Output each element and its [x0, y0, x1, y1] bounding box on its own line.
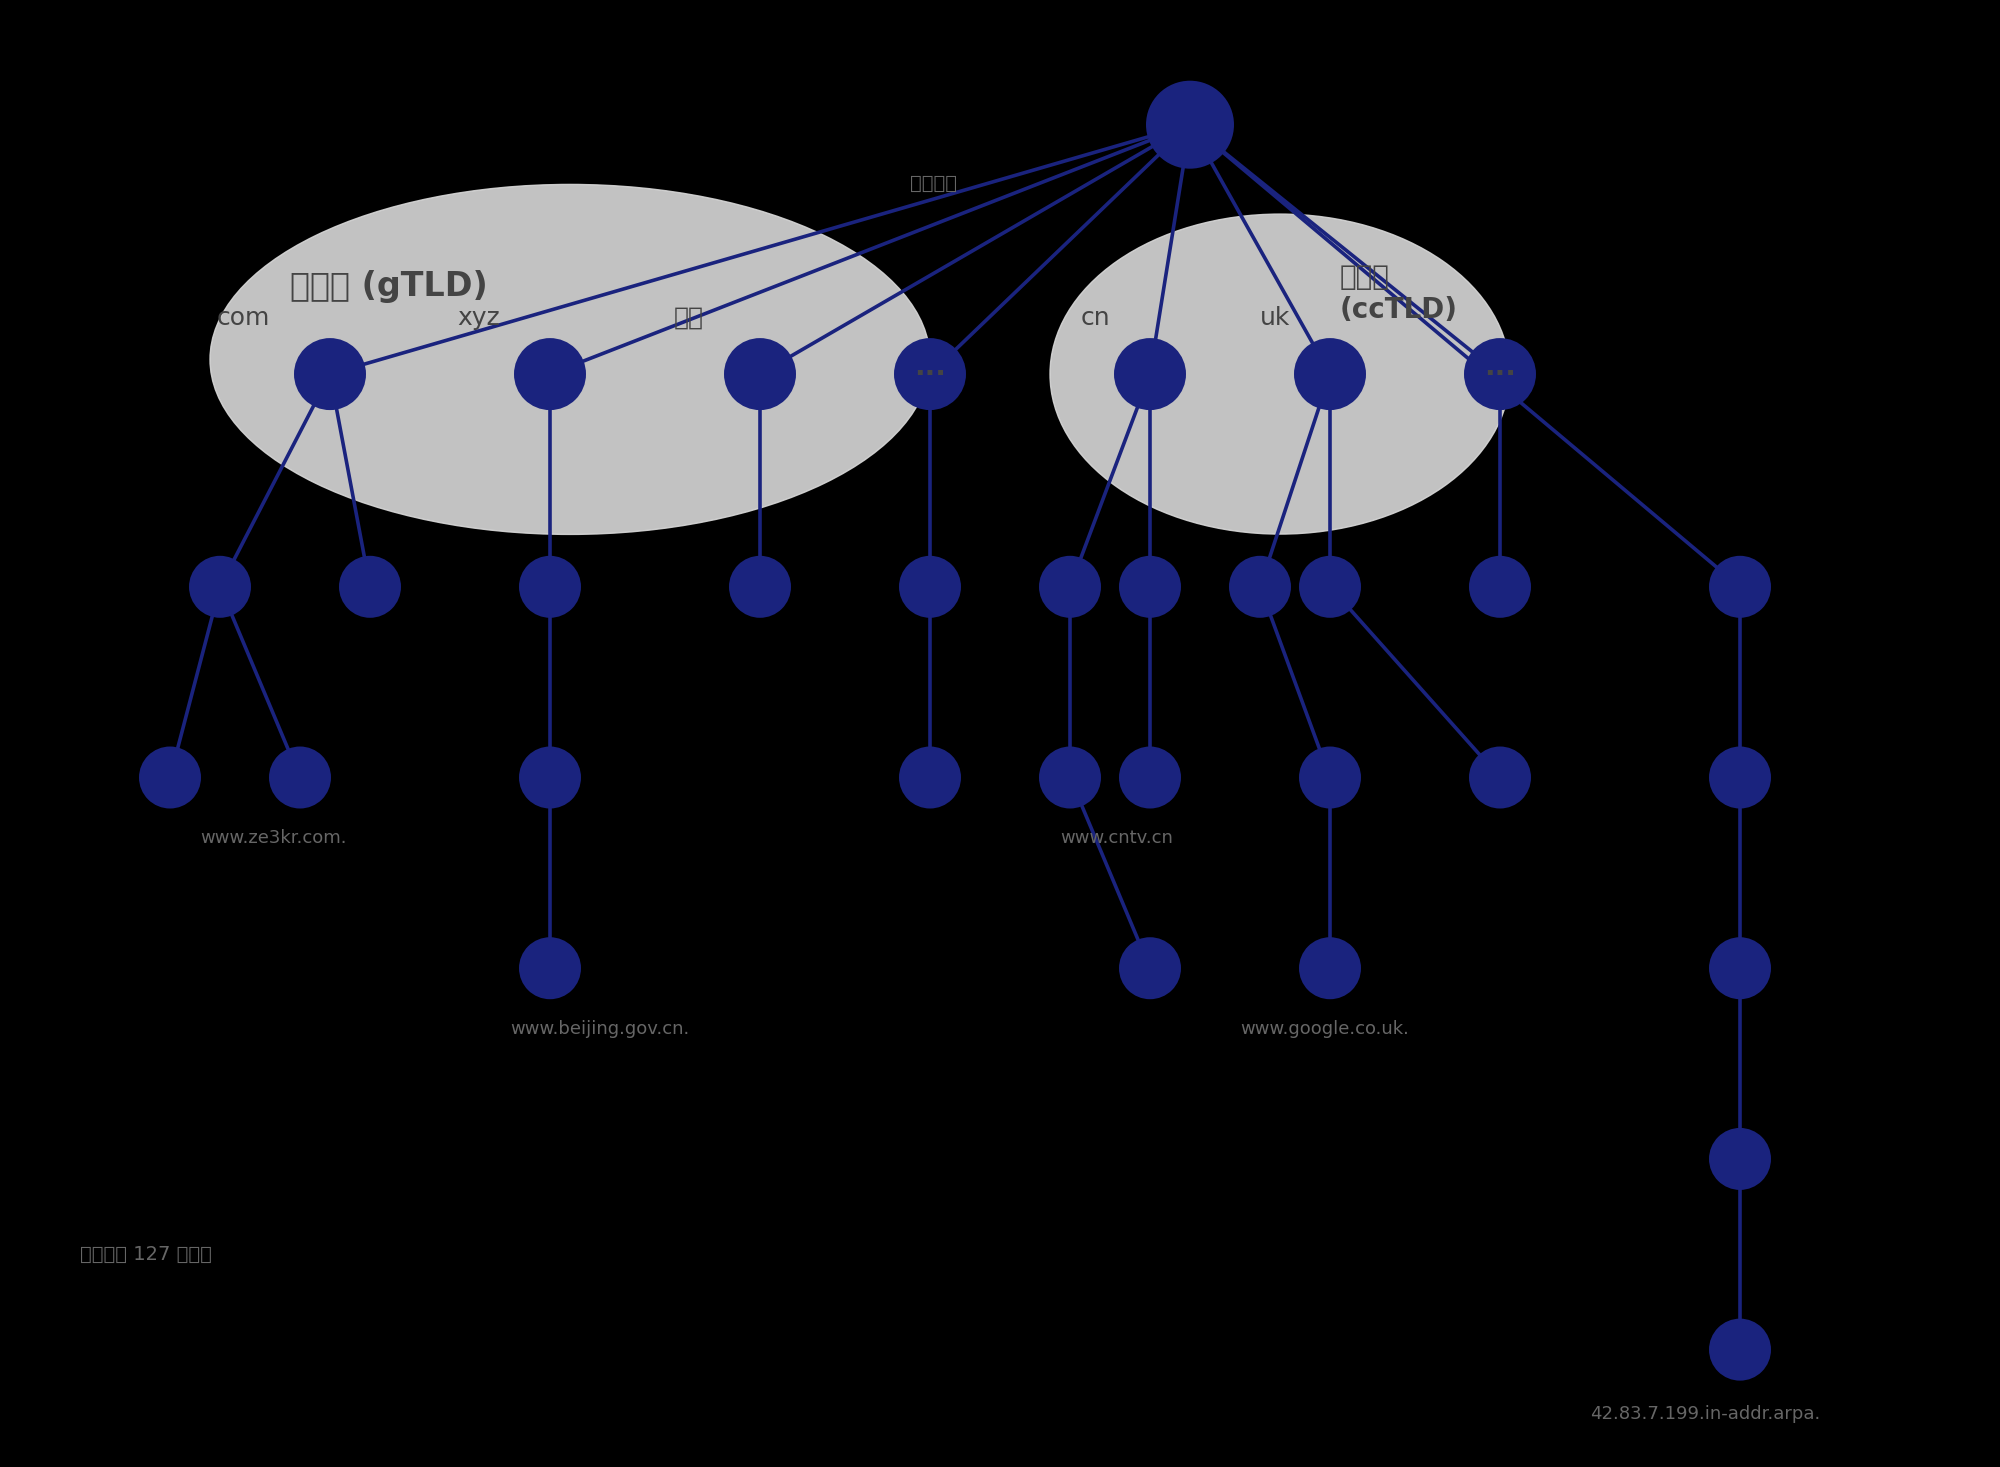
Ellipse shape	[140, 747, 200, 808]
Text: www.beijing.gov.cn.: www.beijing.gov.cn.	[510, 1020, 690, 1037]
Ellipse shape	[900, 747, 960, 808]
Ellipse shape	[1708, 556, 1772, 618]
Text: 最多可达 127 级域名: 最多可达 127 级域名	[80, 1245, 212, 1263]
Ellipse shape	[210, 185, 930, 534]
Ellipse shape	[1228, 556, 1292, 618]
Ellipse shape	[728, 556, 792, 618]
Ellipse shape	[268, 747, 332, 808]
Ellipse shape	[1708, 1319, 1772, 1380]
Ellipse shape	[1708, 1128, 1772, 1190]
Ellipse shape	[1050, 214, 1510, 534]
Ellipse shape	[514, 337, 586, 411]
Ellipse shape	[1300, 937, 1360, 999]
Ellipse shape	[724, 337, 796, 411]
Ellipse shape	[1040, 556, 1100, 618]
Text: 零级域名: 零级域名	[910, 175, 958, 192]
Ellipse shape	[188, 556, 252, 618]
Text: www.ze3kr.com.: www.ze3kr.com.	[200, 829, 346, 846]
Ellipse shape	[1464, 337, 1536, 411]
Text: ···: ···	[1484, 359, 1516, 389]
Text: com: com	[216, 307, 270, 330]
Ellipse shape	[1300, 556, 1360, 618]
Text: www.cntv.cn: www.cntv.cn	[1060, 829, 1172, 846]
Ellipse shape	[1300, 747, 1360, 808]
Ellipse shape	[1708, 747, 1772, 808]
Ellipse shape	[1146, 81, 1234, 169]
Ellipse shape	[894, 337, 966, 411]
Text: xyz: xyz	[458, 307, 500, 330]
Ellipse shape	[1120, 747, 1180, 808]
Ellipse shape	[1114, 337, 1186, 411]
Text: 42.83.7.199.in-addr.arpa.: 42.83.7.199.in-addr.arpa.	[1590, 1405, 1820, 1423]
Ellipse shape	[1120, 937, 1180, 999]
Ellipse shape	[520, 747, 580, 808]
Ellipse shape	[1708, 937, 1772, 999]
Text: uk: uk	[1260, 307, 1290, 330]
Text: cn: cn	[1080, 307, 1110, 330]
Text: www.google.co.uk.: www.google.co.uk.	[1240, 1020, 1408, 1037]
Ellipse shape	[1120, 556, 1180, 618]
Ellipse shape	[1468, 747, 1532, 808]
Text: 普通域 (gTLD): 普通域 (gTLD)	[290, 270, 488, 302]
Ellipse shape	[900, 556, 960, 618]
Ellipse shape	[340, 556, 400, 618]
Ellipse shape	[1040, 747, 1100, 808]
Ellipse shape	[1294, 337, 1366, 411]
Ellipse shape	[520, 556, 580, 618]
Text: 国家域
(ccTLD): 国家域 (ccTLD)	[1340, 263, 1458, 324]
Ellipse shape	[294, 337, 366, 411]
Ellipse shape	[520, 937, 580, 999]
Ellipse shape	[1468, 556, 1532, 618]
Text: 移动: 移动	[674, 307, 704, 330]
Text: ···: ···	[914, 359, 946, 389]
